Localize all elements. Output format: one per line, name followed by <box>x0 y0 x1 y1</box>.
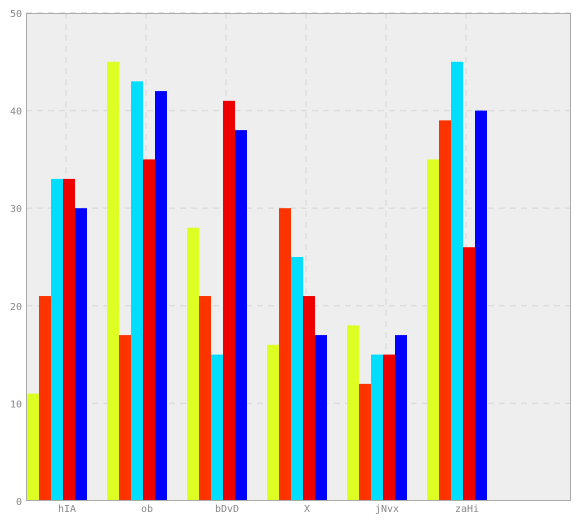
bar-ob-series-5 <box>155 91 167 501</box>
bar-jNvx-series-2 <box>359 383 371 501</box>
bars <box>27 61 487 502</box>
x-tick-label: zaHi <box>455 504 479 515</box>
x-tick-label: X <box>304 504 310 515</box>
y-tick-label: 40 <box>10 107 22 118</box>
bar-X-series-2 <box>279 208 291 501</box>
bar-zaHi-series-4 <box>463 247 475 501</box>
plot-frame <box>26 13 571 501</box>
bar-X-series-4 <box>303 296 315 501</box>
bar-hIA-series-5 <box>75 208 87 501</box>
y-tick-label: 20 <box>10 302 22 313</box>
bar-ob-series-4 <box>143 159 155 501</box>
bar-bDvD-series-2 <box>199 296 211 501</box>
bar-hIA-series-4 <box>63 178 75 502</box>
bar-jNvx-series-1 <box>347 325 359 501</box>
bar-X-series-3 <box>291 257 303 501</box>
bar-hIA-series-1 <box>27 393 39 501</box>
y-tick-label: 50 <box>10 9 22 20</box>
x-tick-label: ob <box>141 504 153 515</box>
bar-jNvx-series-4 <box>383 354 395 501</box>
bar-jNvx-series-5 <box>395 335 407 501</box>
bar-bDvD-series-1 <box>187 227 199 501</box>
axes <box>26 13 571 501</box>
bar-zaHi-series-3 <box>451 61 463 502</box>
bar-jNvx-series-3 <box>371 354 383 501</box>
bar-zaHi-series-2 <box>439 120 451 502</box>
bar-zaHi-series-5 <box>475 110 487 501</box>
bar-ob-series-3 <box>131 81 143 501</box>
bar-zaHi-series-1 <box>427 159 439 501</box>
bar-ob-series-1 <box>107 61 119 502</box>
x-tick-label: bDvD <box>215 504 239 515</box>
bar-bDvD-series-4 <box>223 100 235 501</box>
bar-ob-series-2 <box>119 335 131 501</box>
y-tick-label: 30 <box>10 204 22 215</box>
y-tick-label: 10 <box>10 399 22 410</box>
y-axis-ticks: 0 10 20 30 40 50 <box>10 9 22 508</box>
bar-bDvD-series-3 <box>211 354 223 501</box>
bar-X-series-5 <box>315 335 327 501</box>
bar-bDvD-series-5 <box>235 130 247 501</box>
bar-hIA-series-2 <box>39 296 51 501</box>
y-tick-label: 0 <box>16 497 22 508</box>
bar-X-series-1 <box>267 344 279 501</box>
bar-hIA-series-3 <box>51 178 63 502</box>
x-tick-label: hIA <box>58 504 76 515</box>
x-tick-label: jNvx <box>375 504 399 515</box>
